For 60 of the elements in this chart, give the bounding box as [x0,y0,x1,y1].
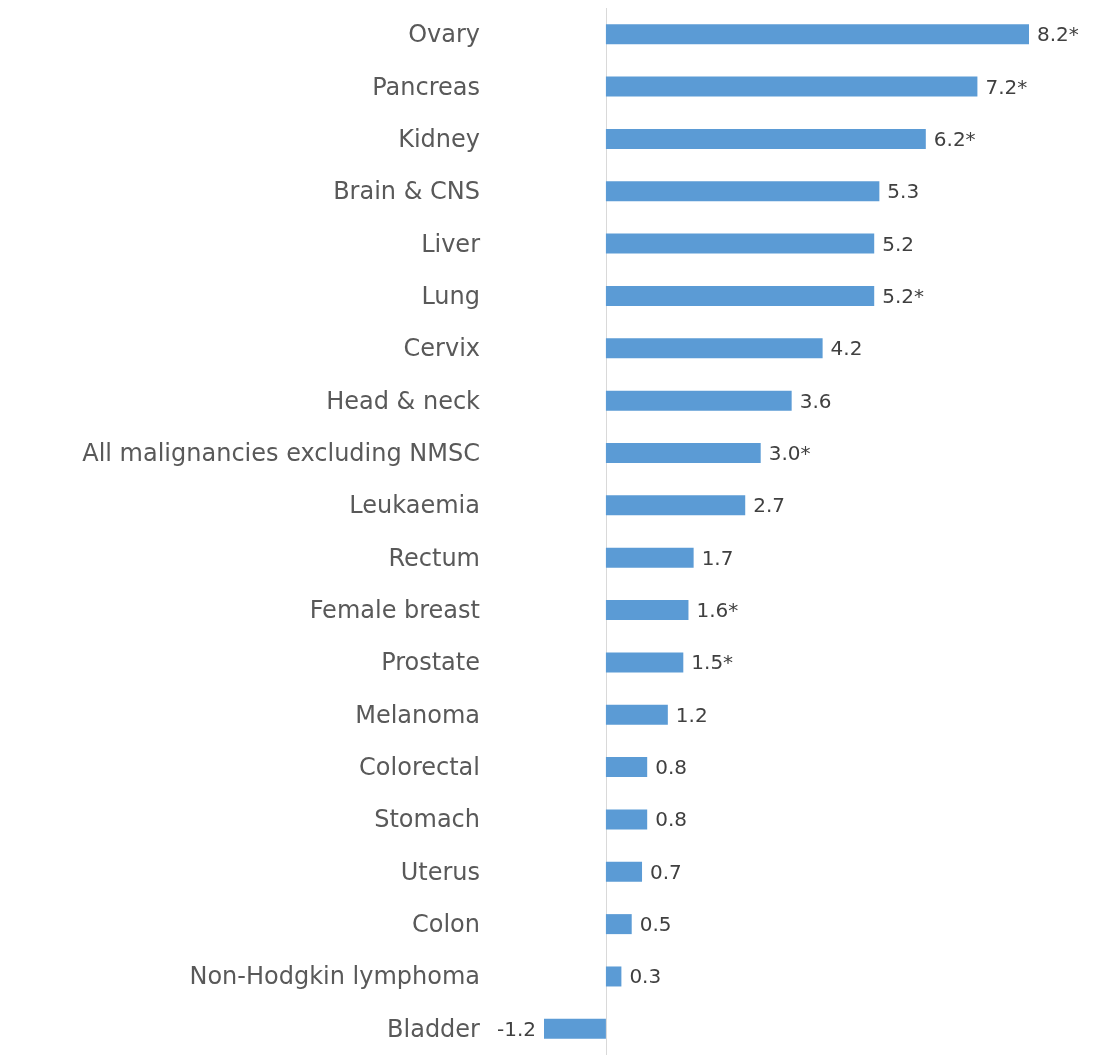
y-tick-label: Kidney [398,124,480,153]
data-label: 7.2* [985,74,1028,99]
bar [605,600,689,621]
data-label: 0.5 [639,912,672,937]
bar [605,181,880,202]
y-tick-label: Melanoma [355,700,480,729]
data-label: 0.8 [655,807,687,832]
y-tick-label: Stomach [374,805,480,834]
data-label: 3.6 [799,388,832,413]
bar [605,547,694,568]
y-tick-label: Prostate [381,648,480,677]
data-label: 5.3 [887,179,920,204]
y-tick-label: All malignancies excluding NMSC [82,438,480,467]
data-label: 6.2* [933,126,976,151]
data-label: 8.2* [1037,22,1079,47]
y-tick-label: Female breast [309,596,480,625]
bar [605,861,643,882]
bar [605,495,746,516]
bar [605,914,632,935]
y-tick-label: Colon [411,910,480,939]
data-label: 0.7 [650,859,682,884]
y-tick-label: Colorectal [359,753,480,782]
bar [605,338,823,359]
data-label: -1.2 [496,1016,536,1041]
data-label: 5.2* [882,283,925,308]
data-label: 1.7 [701,545,734,570]
data-label: 1.6* [696,598,739,623]
bar [605,390,792,411]
bar [605,652,684,673]
data-label: 1.2 [675,702,708,727]
bar [605,128,926,149]
data-label: 5.2 [882,231,915,256]
bar [605,76,978,97]
y-tick-label: Brain & CNS [333,177,480,206]
data-label: 2.7 [753,493,786,518]
bar [605,809,648,830]
y-tick-label: Lung [421,281,480,310]
bar [605,233,875,254]
y-tick-label: Bladder [387,1014,481,1043]
bar [605,285,875,306]
bar [605,704,668,725]
bar [605,757,648,778]
y-tick-label: Cervix [403,334,480,363]
data-label: 4.2 [830,336,863,361]
y-tick-label: Rectum [388,543,480,572]
bar [605,442,761,463]
data-label: 3.0* [768,440,811,465]
data-label: 0.8 [655,755,687,780]
y-tick-label: Liver [421,229,481,258]
y-tick-label: Uterus [400,857,480,886]
y-tick-label: Ovary [408,20,480,49]
data-label: 1.5* [691,650,734,675]
y-tick-label: Pancreas [372,72,480,101]
y-tick-label: Head & neck [326,386,481,415]
data-label: 0.3 [629,964,662,989]
y-tick-label: Non-Hodgkin lymphoma [189,962,480,991]
bar [605,966,622,987]
y-tick-label: Leukaemia [349,491,480,520]
bar [544,1018,606,1039]
bar [605,24,1029,45]
